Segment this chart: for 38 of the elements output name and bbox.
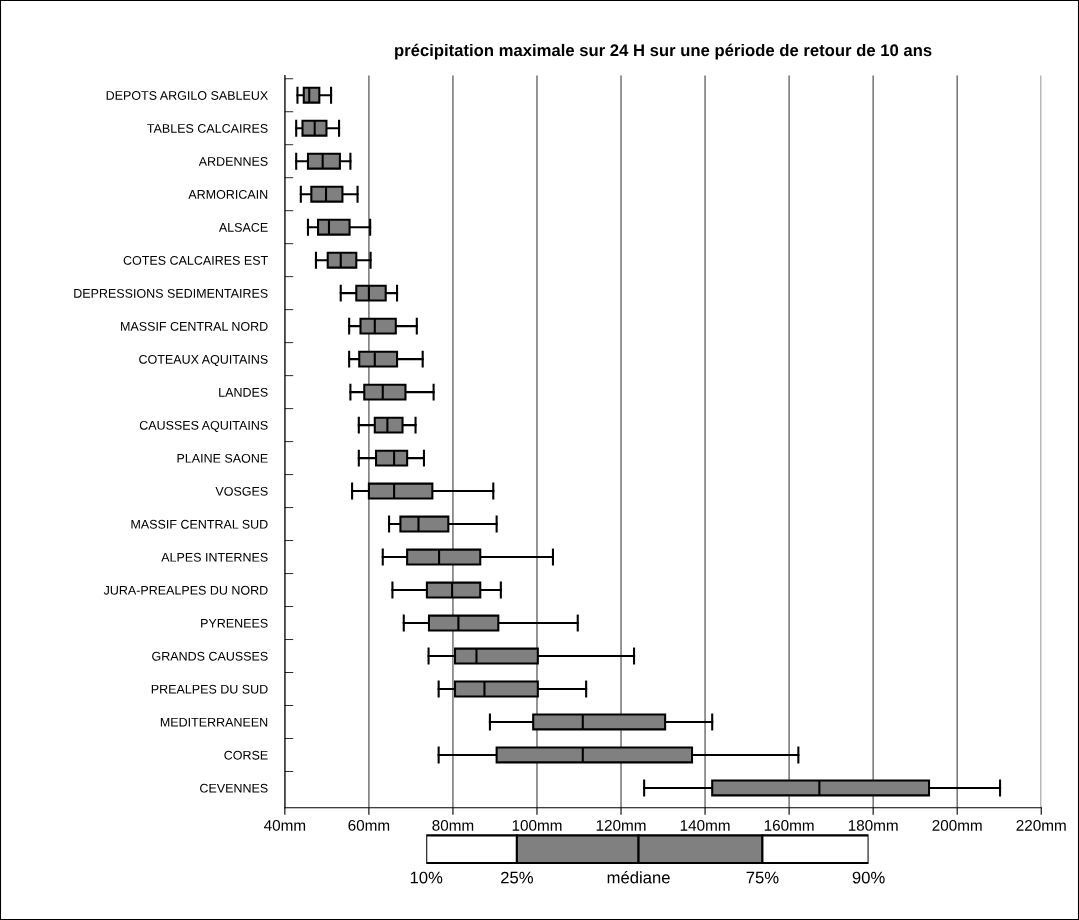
y-tick-label: PREALPES DU SUD <box>151 684 268 694</box>
x-tick-label: 160mm <box>764 819 814 831</box>
x-tick-label: 40mm <box>263 819 306 831</box>
y-tick-label: MASSIF CENTRAL NORD <box>121 321 268 331</box>
y-tick-label: VOSGES <box>215 486 268 496</box>
y-tick-label: GRANDS CAUSSES <box>152 651 268 661</box>
y-tick-label: PYRENEES <box>201 618 268 628</box>
y-tick-label: JURA-PREALPES DU NORD <box>103 585 268 595</box>
y-tick-label: CEVENNES <box>200 783 268 793</box>
y-tick-label: LANDES <box>219 387 268 397</box>
x-tick-label: 120mm <box>596 819 646 831</box>
y-tick-label: MASSIF CENTRAL SUD <box>131 519 268 529</box>
y-tick-label: ALSACE <box>218 222 268 232</box>
y-tick-label: CORSE <box>224 750 268 760</box>
x-tick-label: 140mm <box>680 819 730 831</box>
y-tick-label: PLAINE SAONE <box>177 453 268 463</box>
text: 90% <box>852 871 885 884</box>
y-tick-label: ALPES INTERNES <box>161 552 268 562</box>
x-tick-label: 100mm <box>512 819 562 831</box>
y-tick-label: COTEAUX AQUITAINS <box>139 354 268 367</box>
x-tick-label: 220mm <box>1016 819 1066 831</box>
text: 25% <box>501 871 533 884</box>
x-tick-label: 60mm <box>348 819 390 831</box>
y-tick-label: CAUSSES AQUITAINS <box>139 420 268 432</box>
y-tick-label: ARDENNES <box>198 157 268 166</box>
text: 75% <box>746 871 779 884</box>
chart-title: précipitation maximale sur 24 H sur une période de retour de 10 ans <box>395 43 932 60</box>
y-tick-label: COTES CALCAIRES EST <box>123 255 268 265</box>
x-tick-label: 180mm <box>848 819 898 831</box>
y-tick-label: MEDITERRANEEN <box>160 717 268 727</box>
text: 10% <box>410 871 443 884</box>
x-tick-label: 80mm <box>432 819 474 831</box>
y-tick-label: TABLES CALCAIRES <box>147 124 268 133</box>
y-tick-label: DEPRESSIONS SEDIMENTAIRES <box>74 288 268 298</box>
y-tick-label: ARMORICAIN <box>188 190 268 199</box>
text: médiane <box>607 871 670 884</box>
y-tick-label: DEPOTS ARGILO SABLEUX <box>106 91 268 100</box>
x-tick-label: 200mm <box>932 819 982 831</box>
